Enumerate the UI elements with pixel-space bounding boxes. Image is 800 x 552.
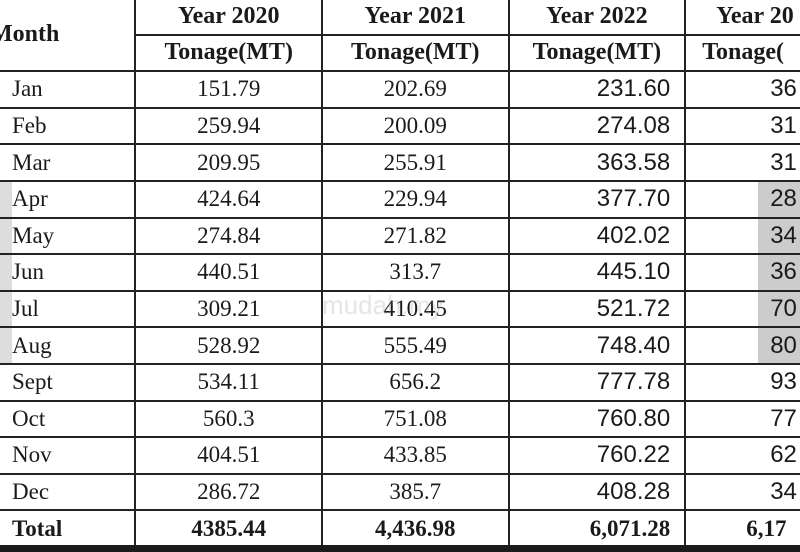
table-row: Jun 440.51 313.7 445.10 36	[0, 253, 800, 292]
value-2022: 521.72	[507, 289, 687, 329]
value-2020: 209.95	[134, 143, 323, 182]
total-value: 6,17	[684, 509, 800, 545]
value-2021: 410.45	[321, 289, 510, 329]
value-2022: 363.58	[507, 143, 687, 182]
month-cell: Aug	[0, 326, 137, 365]
month-cell: Feb	[0, 106, 137, 146]
table-row: Dec 286.72 385.7 408.28 34	[0, 472, 800, 512]
year-header: Year 2021	[321, 0, 510, 36]
value-2022: 274.08	[507, 106, 687, 146]
value-2022: 777.78	[507, 362, 687, 402]
value-2022: 377.70	[507, 179, 687, 219]
total-value: 6,071.28	[507, 509, 687, 545]
value-next-year: 70	[684, 289, 800, 329]
month-cell: Mar	[0, 143, 137, 182]
total-row: Total 4385.44 4,436.98 6,071.28 6,17	[0, 509, 800, 545]
total-label: Total	[0, 509, 137, 545]
table-row: Oct 560.3 751.08 760.80 77	[0, 399, 800, 439]
table-row: Sept 534.11 656.2 777.78 93	[0, 362, 800, 402]
value-2021: 313.7	[321, 253, 510, 292]
total-value: 4,436.98	[321, 509, 510, 545]
table-row: Mar 209.95 255.91 363.58 31	[0, 143, 800, 182]
value-2022: 402.02	[507, 216, 687, 256]
table-row: Apr 424.64 229.94 377.70 28	[0, 179, 800, 219]
value-next-year: 31	[684, 106, 800, 146]
month-cell: Dec	[0, 472, 137, 512]
value-next-year: 62	[684, 436, 800, 475]
month-cell: Jan	[0, 70, 137, 109]
value-2021: 229.94	[321, 179, 510, 219]
table-row: Feb 259.94 200.09 274.08 31	[0, 106, 800, 146]
month-cell: May	[0, 216, 137, 256]
value-2020: 274.84	[134, 216, 323, 256]
value-2020: 560.3	[134, 399, 323, 439]
value-2020: 440.51	[134, 253, 323, 292]
year-header: Year 2022	[507, 0, 687, 36]
year-header: Year 20	[684, 0, 800, 36]
value-2021: 751.08	[321, 399, 510, 439]
value-2021: 656.2	[321, 362, 510, 402]
value-2022: 760.80	[507, 399, 687, 439]
month-cell: Sept	[0, 362, 137, 402]
unit-header-row: Tonage(MT) Tonage(MT) Tonage(MT) Tonage(	[0, 33, 800, 73]
value-next-year: 93	[684, 362, 800, 402]
value-2020: 309.21	[134, 289, 323, 329]
value-2020: 286.72	[134, 472, 323, 512]
value-2021: 200.09	[321, 106, 510, 146]
unit-header: Tonage(MT)	[507, 33, 687, 73]
value-2020: 259.94	[134, 106, 323, 146]
value-2021: 202.69	[321, 70, 510, 109]
value-2020: 404.51	[134, 436, 323, 475]
unit-header: Tonage(MT)	[134, 33, 323, 73]
value-next-year: 34	[684, 216, 800, 256]
value-2022: 760.22	[507, 436, 687, 475]
table-row: May 274.84 271.82 402.02 34	[0, 216, 800, 256]
table-row: Nov 404.51 433.85 760.22 62	[0, 436, 800, 475]
unit-header: Tonage(MT)	[321, 33, 510, 73]
month-cell: Apr	[0, 179, 137, 219]
value-next-year: 36	[684, 253, 800, 292]
month-cell: Nov	[0, 436, 137, 475]
month-cell: Jun	[0, 253, 137, 292]
value-2021: 433.85	[321, 436, 510, 475]
value-next-year: 31	[684, 143, 800, 182]
value-2022: 748.40	[507, 326, 687, 365]
value-2021: 555.49	[321, 326, 510, 365]
value-2020: 151.79	[134, 70, 323, 109]
value-2021: 385.7	[321, 472, 510, 512]
watermark: mudah.my	[322, 290, 444, 320]
table-row: Aug 528.92 555.49 748.40 80	[0, 326, 800, 365]
value-next-year: 77	[684, 399, 800, 439]
value-2022: 408.28	[507, 472, 687, 512]
month-cell: Oct	[0, 399, 137, 439]
value-2022: 445.10	[507, 253, 687, 292]
value-2020: 424.64	[134, 179, 323, 219]
bottom-bar	[0, 545, 800, 552]
value-next-year: 34	[684, 472, 800, 512]
value-2020: 528.92	[134, 326, 323, 365]
value-2021: 255.91	[321, 143, 510, 182]
table-row: Jul 309.21 410.45 521.72 70	[0, 289, 800, 329]
value-next-year: 28	[684, 179, 800, 219]
year-header: Year 2020	[134, 0, 323, 36]
value-next-year: 36	[684, 70, 800, 109]
year-header-row: Month Year 2020 Year 2021 Year 2022 Year…	[0, 0, 800, 73]
value-2020: 534.11	[134, 362, 323, 402]
value-2021: 271.82	[321, 216, 510, 256]
table-row: Jan 151.79 202.69 231.60 36	[0, 70, 800, 109]
month-header: Month	[0, 0, 137, 73]
total-value: 4385.44	[134, 509, 323, 545]
value-2022: 231.60	[507, 70, 687, 109]
month-cell: Jul	[0, 289, 137, 329]
unit-header: Tonage(	[684, 33, 800, 73]
value-next-year: 80	[684, 326, 800, 365]
